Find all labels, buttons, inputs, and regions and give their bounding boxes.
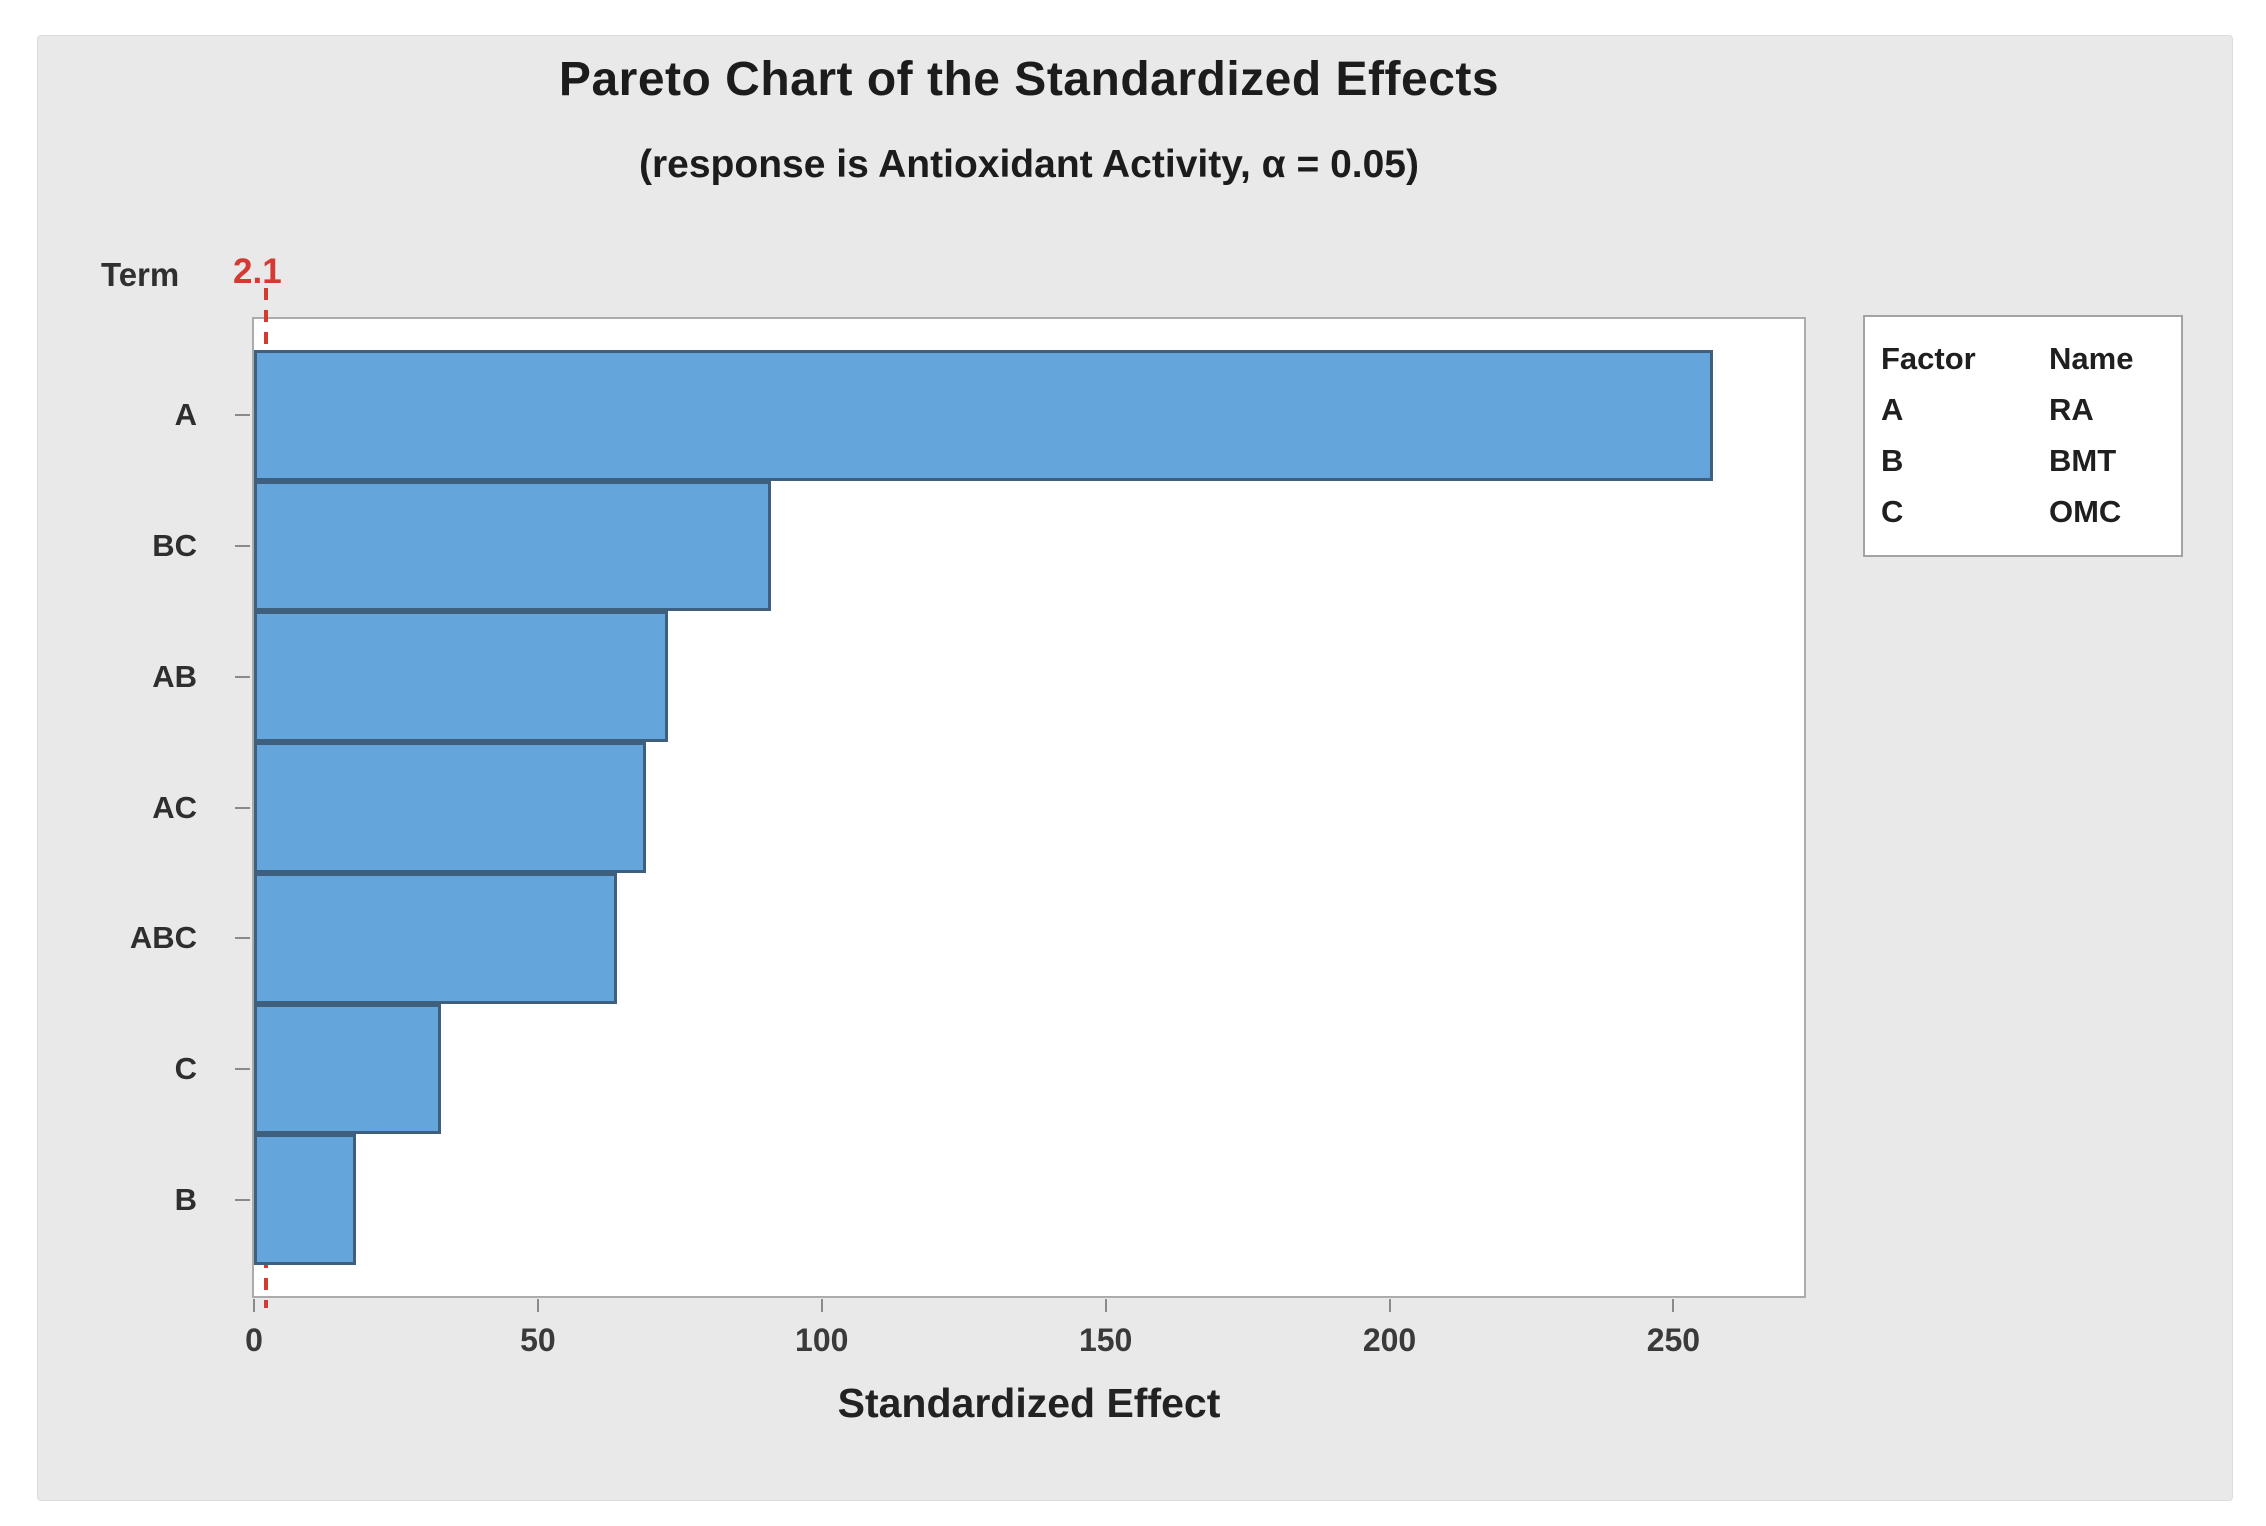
y-axis-title: Term (101, 256, 180, 293)
legend-header-factor: Factor (1881, 341, 1976, 376)
pareto-bar-B (254, 1134, 357, 1265)
category-label-BC: BC (152, 528, 197, 564)
pareto-bar-ABC (254, 872, 618, 1004)
x-axis-tick (820, 1299, 823, 1312)
y-axis-tick (235, 545, 250, 548)
pareto-bar-AB (254, 611, 669, 743)
legend-factor: A (1881, 392, 1904, 427)
pareto-bar-BC (254, 480, 771, 612)
y-axis-tick (235, 806, 250, 809)
category-label-ABC: ABC (129, 920, 197, 956)
x-axis-title: Standardized Effect (837, 1380, 1221, 1426)
category-label-A: A (174, 397, 197, 433)
pareto-bar-A (254, 350, 1714, 481)
legend-header-name: Name (2049, 341, 2134, 376)
y-axis-tick (235, 414, 250, 417)
chart-subtitle: (response is Antioxidant Activity, α = 0… (639, 143, 1419, 186)
x-axis-tick (1388, 1299, 1391, 1312)
y-axis-tick (235, 1067, 250, 1070)
category-label-AB: AB (152, 658, 197, 694)
legend-name: RA (2049, 392, 2094, 427)
legend-name: BMT (2049, 443, 2117, 478)
x-tick-label: 150 (1078, 1322, 1133, 1358)
x-tick-label: 50 (520, 1322, 556, 1358)
x-tick-label: 100 (795, 1322, 849, 1358)
x-tick-label: 0 (245, 1322, 263, 1358)
legend-factor: B (1881, 443, 1904, 478)
legend-name: OMC (2049, 494, 2122, 529)
category-label-C: C (174, 1050, 197, 1086)
reference-line-label: 2.1 (233, 252, 282, 291)
x-axis-tick (1672, 1299, 1675, 1312)
legend-box: Factor Name A RA B BMT C OMC (1863, 315, 2183, 557)
pareto-bar-C (254, 1003, 442, 1135)
legend-grid: Factor Name A RA B BMT C OMC (1881, 333, 2181, 537)
x-axis-tick (253, 1299, 255, 1312)
y-axis-tick (235, 937, 250, 940)
chart-title: Pareto Chart of the Standardized Effects (558, 53, 1500, 106)
y-axis-tick (235, 1198, 250, 1201)
legend-factor: C (1881, 494, 1904, 529)
y-axis-tick (235, 675, 250, 678)
x-tick-label: 250 (1646, 1322, 1701, 1358)
category-label-B: B (174, 1181, 197, 1217)
plot-area: Standardized Effect A BC AB AC ABC C B 0 50 100 15… (130, 288, 1806, 1426)
pareto-bar-AC (254, 742, 646, 873)
category-label-AC: AC (152, 789, 197, 825)
x-tick-label: 200 (1362, 1322, 1417, 1358)
x-axis-tick (536, 1299, 539, 1312)
x-axis-tick (1104, 1299, 1107, 1312)
